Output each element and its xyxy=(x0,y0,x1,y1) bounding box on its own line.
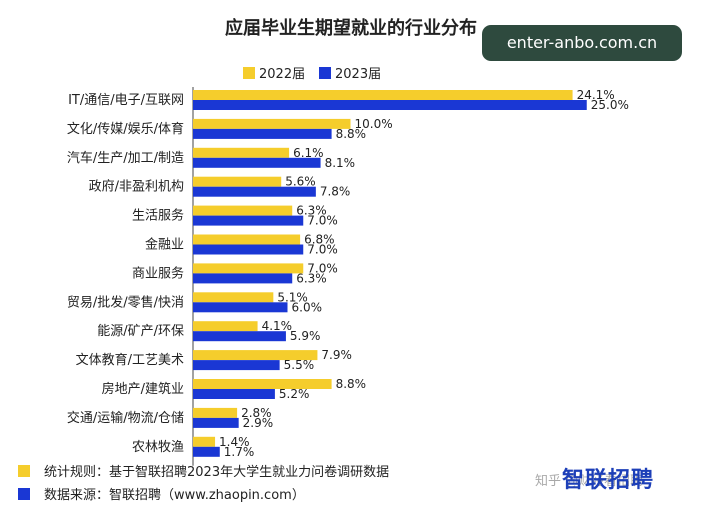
category-label: 交通/运输/物流/仓储 xyxy=(67,410,184,426)
bar-2023 xyxy=(193,186,316,197)
bar-2022 xyxy=(193,292,274,303)
footnote-source: 数据来源：智联招聘（www.zhaopin.com） xyxy=(18,484,305,503)
data-label-2022: 7.0% xyxy=(307,261,338,275)
footnote-rule: 统计规则：基于智联招聘2023年大学生就业力问卷调研数据 xyxy=(18,461,389,480)
data-label-2023: 2.9% xyxy=(243,416,273,430)
data-label-2023: 5.9% xyxy=(290,329,321,343)
bar-2023 xyxy=(193,446,220,457)
data-label-2023: 7.0% xyxy=(307,243,338,257)
bar-2022 xyxy=(193,436,216,447)
bar-2022 xyxy=(193,234,301,245)
site-badge[interactable]: enter-anbo.com.cn xyxy=(482,25,682,61)
category-label: 文化/传媒/娱乐/体育 xyxy=(67,121,184,137)
bar-2023 xyxy=(193,100,587,110)
data-label-2022: 5.6% xyxy=(285,175,316,189)
category-label: 农林牧渔 xyxy=(132,440,184,455)
bar-2022 xyxy=(193,407,238,418)
chart-title: 应届毕业生期望就业的行业分布 xyxy=(225,18,477,39)
data-label-2023: 5.5% xyxy=(284,358,315,372)
data-label-2023: 1.7% xyxy=(224,445,255,459)
data-label-2022: 1.4% xyxy=(219,435,250,449)
legend-label-2022: 2022届 xyxy=(259,67,306,82)
category-label: 文体教育/工艺美术 xyxy=(76,352,184,368)
bar-2023 xyxy=(193,157,321,168)
bar-2022 xyxy=(193,118,351,129)
legend-swatch-2022 xyxy=(243,67,255,79)
legend-item-2023: 2023届 xyxy=(319,63,381,82)
category-label: 汽车/生产/加工/制造 xyxy=(67,150,184,166)
bar-2023 xyxy=(193,389,275,399)
category-label: 能源/矿产/环保 xyxy=(97,324,184,339)
watermark-text: 知乎 @财经看招聘 xyxy=(535,474,644,489)
data-label-2022: 2.8% xyxy=(241,406,272,420)
bar-2022 xyxy=(193,205,293,216)
data-label-2023: 7.0% xyxy=(307,214,338,228)
data-label-2022: 5.1% xyxy=(277,290,308,304)
category-label: 政府/非盈利机构 xyxy=(89,180,184,195)
footnote-rule-text: 统计规则：基于智联招聘2023年大学生就业力问卷调研数据 xyxy=(44,465,390,480)
data-label-2023: 5.2% xyxy=(279,387,310,401)
data-label-2022: 7.9% xyxy=(321,348,352,362)
bar-2022 xyxy=(193,176,282,187)
legend-swatch-2023 xyxy=(319,67,331,79)
category-label: 房地产/建筑业 xyxy=(102,381,184,397)
data-label-2022: 6.8% xyxy=(304,233,335,247)
bar-2023 xyxy=(193,360,280,371)
data-label-2022: 6.1% xyxy=(293,146,324,160)
data-label-2023: 8.1% xyxy=(325,156,356,170)
bar-2022 xyxy=(193,90,573,100)
bar-2022 xyxy=(193,147,290,158)
bar-2023 xyxy=(193,273,293,284)
footnote-rule-marker xyxy=(18,465,30,477)
data-label-2023: 25.0% xyxy=(591,98,629,112)
data-label-2023: 6.0% xyxy=(292,300,323,314)
category-label: 金融业 xyxy=(145,237,184,253)
bar-2023 xyxy=(193,128,332,139)
data-label-2022: 24.1% xyxy=(577,88,615,102)
bar-2022 xyxy=(193,350,318,361)
bar-2023 xyxy=(193,215,304,226)
legend-label-2023: 2023届 xyxy=(335,67,382,82)
footnote-source-marker xyxy=(18,488,30,500)
bar-2022 xyxy=(193,321,258,332)
category-label: IT/通信/电子/互联网 xyxy=(68,93,184,108)
bar-2023 xyxy=(193,302,288,313)
zhaopin-logo: 智联招聘 xyxy=(562,468,655,493)
legend-item-2022: 2022届 xyxy=(243,63,305,82)
data-label-2023: 8.8% xyxy=(336,127,367,141)
data-label-2022: 10.0% xyxy=(355,117,393,131)
bar-2022 xyxy=(193,263,304,274)
data-label-2022: 4.1% xyxy=(262,319,293,333)
category-label: 商业服务 xyxy=(132,265,184,281)
data-label-2023: 7.8% xyxy=(320,185,351,199)
category-label: 贸易/批发/零售/快消 xyxy=(67,294,184,310)
footnote-source-text: 数据来源：智联招聘（www.zhaopin.com） xyxy=(44,488,305,503)
bar-2023 xyxy=(193,244,304,255)
data-label-2022: 6.3% xyxy=(296,204,327,218)
data-label-2022: 8.8% xyxy=(336,377,367,391)
bar-2022 xyxy=(193,379,332,389)
category-label: 生活服务 xyxy=(132,208,184,224)
bar-2023 xyxy=(193,417,239,428)
bar-2023 xyxy=(193,331,286,342)
data-label-2023: 6.3% xyxy=(296,271,327,285)
